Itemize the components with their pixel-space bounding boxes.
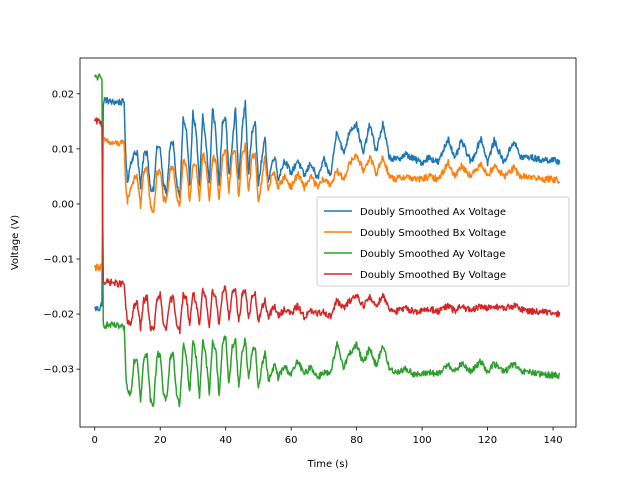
series-line-3 xyxy=(94,73,561,408)
axes: 0 20 40 60 80 100 120 140 −0.03 −0.02 −0.01 0.00 0.0… xyxy=(10,57,577,470)
plot-area xyxy=(94,73,561,408)
y-axis-label: Voltage (V) xyxy=(10,215,21,270)
series-line-1 xyxy=(94,96,561,312)
y-tick-label: 0.00 xyxy=(52,199,74,210)
series-line-4 xyxy=(94,117,561,335)
legend: Doubly Smoothed Ax Voltage Doubly Smoothe… xyxy=(316,196,570,287)
x-tick-label: 60 xyxy=(285,435,298,446)
legend-label-2: Doubly Smoothed Bx Voltage xyxy=(360,228,506,239)
x-tick-label: 80 xyxy=(350,435,363,446)
axes-frame xyxy=(79,57,577,428)
legend-label-1: Doubly Smoothed Ax Voltage xyxy=(360,207,506,218)
y-tick-label: 0.01 xyxy=(52,144,74,155)
legend-label-3: Doubly Smoothed Ay Voltage xyxy=(360,249,505,260)
y-tick-label: 0.02 xyxy=(52,89,74,100)
y-tick-label: −0.01 xyxy=(43,255,74,266)
x-tick-label: 40 xyxy=(219,435,232,446)
x-tick-label: 0 xyxy=(92,435,98,446)
y-tick-label: −0.02 xyxy=(43,310,74,321)
y-tick-label: −0.03 xyxy=(43,365,74,376)
x-tick-label: 120 xyxy=(478,435,497,446)
legend-label-4: Doubly Smoothed By Voltage xyxy=(360,270,506,281)
x-tick-label: 100 xyxy=(413,435,432,446)
legend-box xyxy=(316,196,570,287)
x-axis-label: Time (s) xyxy=(307,459,349,470)
x-tick-label: 140 xyxy=(544,435,563,446)
series-line-2 xyxy=(94,137,561,272)
x-tick-label: 20 xyxy=(154,435,167,446)
